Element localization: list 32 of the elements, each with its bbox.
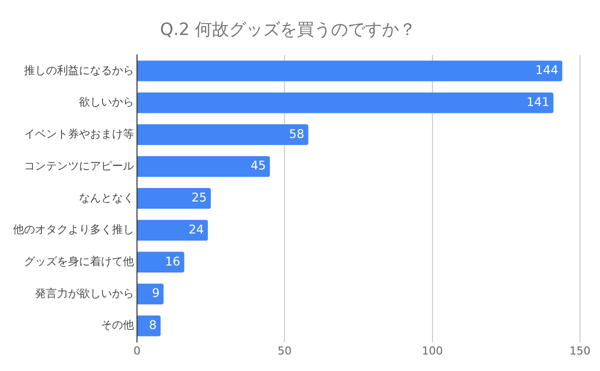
bar [138,60,562,82]
data-label: 45 [250,158,266,173]
bar [138,124,308,146]
y-tick-label: コンテンツにアピール [24,159,134,172]
y-tick-label: イベント券やおまけ等 [24,128,134,141]
chart-title: Q.2 何故グッズを買うのですか？ [160,19,416,41]
x-tick-label: 50 [278,344,292,358]
y-tick-label: 推しの利益になるから [24,64,134,77]
y-tick-label: 欲しいから [79,96,134,109]
x-tick-label: 0 [134,344,140,358]
bar [138,252,184,272]
y-tick-label: なんとなく [79,191,134,204]
data-label: 58 [289,126,304,141]
data-label: 24 [188,222,204,236]
data-label: 144 [535,63,558,78]
data-label: 8 [148,318,157,332]
data-label: 9 [152,286,160,300]
data-label: 25 [192,190,207,205]
y-tick-label: グッズを身に着けて他 [24,254,134,268]
bar [138,220,208,241]
bar [138,316,161,336]
y-tick-label: その他 [101,318,134,332]
bar [138,92,554,114]
bar [138,284,164,304]
y-tick-label: 他のオタクより多く推し [13,223,134,236]
x-tick-label: 150 [570,344,590,358]
y-tick-label: 発言力が欲しいから [35,286,134,300]
bar [138,188,211,209]
bar [138,156,270,177]
data-label: 141 [526,94,550,109]
data-label: 16 [164,254,180,268]
x-tick-label: 100 [422,344,443,358]
